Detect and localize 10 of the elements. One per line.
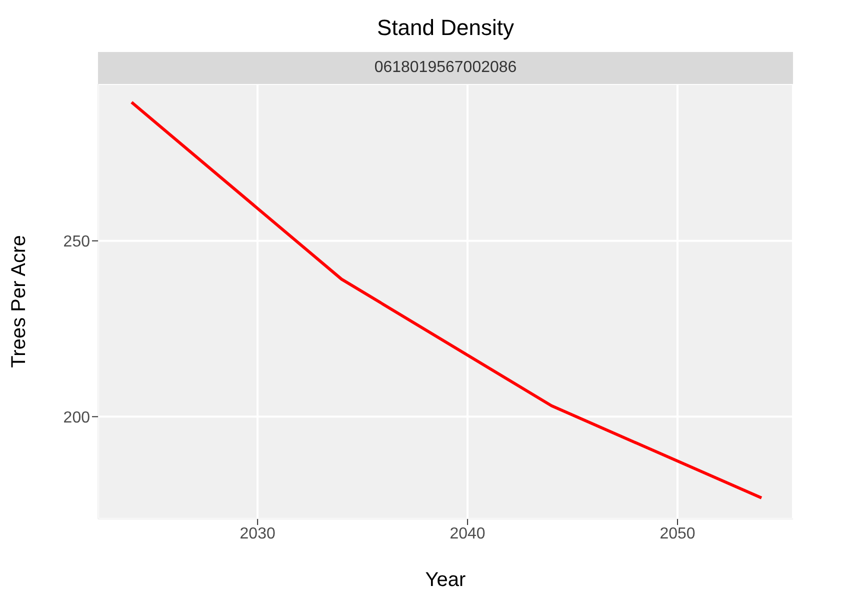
- y-tick-label: 200: [63, 409, 90, 426]
- x-tick-label: 2030: [240, 525, 276, 542]
- x-axis-title: Year: [425, 569, 466, 591]
- y-axis-title: Trees Per Acre: [8, 235, 30, 368]
- line-series: [130, 100, 764, 500]
- y-tick-label: 250: [63, 234, 90, 251]
- chart-subtitle: 0618019567002086: [98, 52, 793, 84]
- chart-title: Stand Density: [376, 14, 515, 42]
- x-tick-label: 2050: [660, 525, 696, 542]
- x-tick-label: 2040: [450, 525, 486, 542]
